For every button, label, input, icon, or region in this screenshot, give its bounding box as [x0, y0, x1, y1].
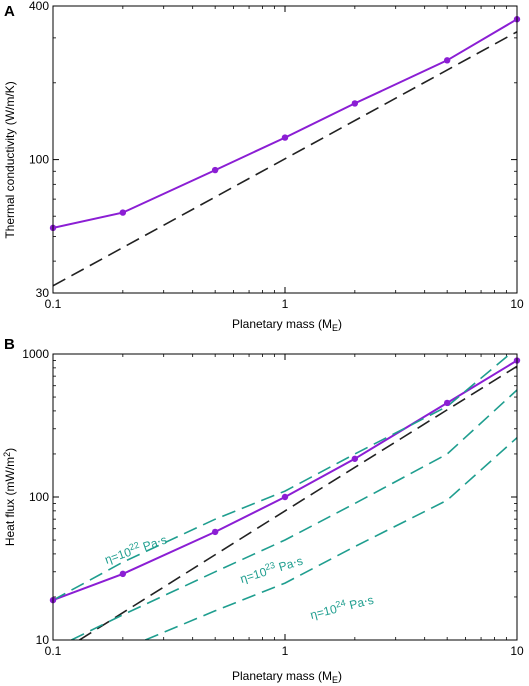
panel-a-data-point	[281, 134, 289, 141]
panel-a-data-point	[211, 166, 219, 174]
panel-a-series-line-1	[53, 31, 517, 287]
panel-b-x-tick-label: 0.1	[45, 644, 62, 658]
panel-a-plot: 0.1 1 10 30 100 400	[29, 0, 524, 311]
panel-b-data-point	[443, 399, 451, 407]
panel-b-frame	[52, 353, 518, 641]
panel-a-y-tick-label: 30	[36, 286, 50, 300]
panel-a-y-tick-label: 100	[29, 153, 49, 167]
panel-b-series-line-2	[53, 354, 512, 601]
panel-a-data-point	[119, 209, 127, 216]
panel-a-xlabel: Planetary mass (ME)	[232, 317, 342, 333]
panel-a-series-line-0	[53, 18, 517, 229]
panel-a-x-tick-label: 0.1	[45, 297, 62, 311]
panel-b-series-line-4	[144, 437, 517, 640]
panel-b-data-point	[119, 570, 127, 578]
panel-a-x-tick-label: 10	[510, 297, 524, 311]
panel-b-x-tick-label: 10	[510, 644, 524, 658]
panel-b-ylabel: Heat flux (mW/m2)	[2, 448, 17, 546]
panel-b-viscosity-label: η=1024 Pa⋅s	[308, 591, 375, 622]
panel-a-y-tick-label: 400	[29, 0, 49, 13]
panel-b-data-point	[211, 528, 219, 536]
panel-b-letter: B	[4, 336, 15, 353]
panel-b-xlabel: Planetary mass (ME)	[232, 669, 342, 685]
panel-a-data-point	[351, 100, 359, 107]
panel-b: B Heat flux (mW/m2) Planetary mass (ME) …	[2, 336, 524, 685]
panel-b-viscosity-label: η=1022 Pa⋅s	[102, 531, 169, 567]
panel-b-series-line-3	[71, 389, 517, 640]
panel-b-y-tick-label: 10	[36, 633, 50, 647]
panel-b-data-point	[281, 493, 289, 501]
panel-a-frame	[52, 5, 518, 294]
panel-a-data-point	[443, 57, 451, 64]
panel-b-x-tick-label: 1	[282, 644, 289, 658]
panel-b-y-tick-label: 100	[29, 490, 49, 504]
panel-b-series-line-1	[78, 365, 517, 640]
panel-b-y-tick-label: 1000	[22, 347, 49, 361]
panel-a-x-tick-label: 1	[282, 297, 289, 311]
panel-b-data-point	[351, 455, 359, 462]
panel-a-letter: A	[4, 3, 15, 20]
panel-a-ylabel: Thermal conductivity (W/m/K)	[3, 81, 17, 238]
panel-a: A Thermal conductivity (W/m/K) Planetary…	[3, 0, 524, 333]
